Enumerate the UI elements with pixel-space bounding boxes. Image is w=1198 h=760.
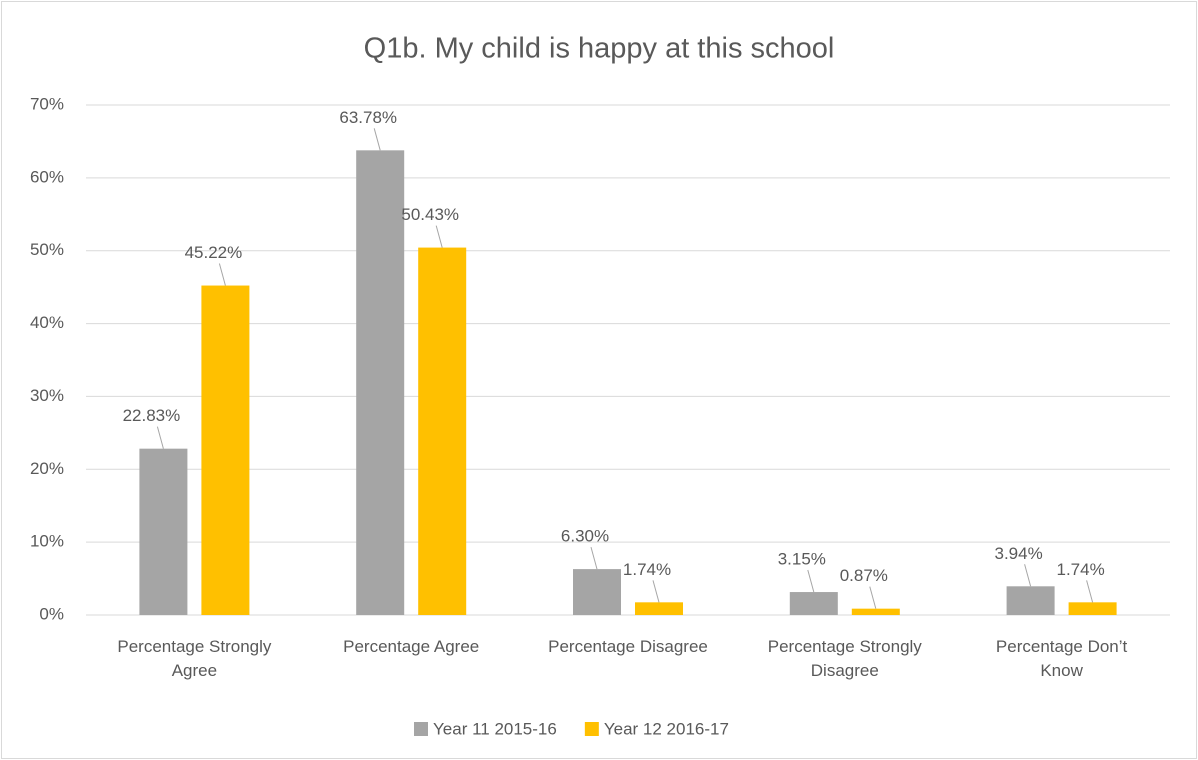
y-tick-label: 70% bbox=[30, 94, 64, 113]
bar bbox=[201, 285, 250, 615]
chart-title: Q1b. My child is happy at this school bbox=[364, 33, 835, 65]
data-label: 50.43% bbox=[401, 205, 459, 224]
data-label: 3.94% bbox=[994, 544, 1042, 563]
bar bbox=[1068, 602, 1117, 615]
data-label: 45.22% bbox=[185, 243, 243, 262]
y-tick-label: 30% bbox=[30, 386, 64, 405]
leader-line bbox=[1024, 564, 1032, 587]
y-tick-label: 20% bbox=[30, 459, 64, 478]
legend-swatch bbox=[584, 722, 599, 736]
y-tick-label: 60% bbox=[30, 167, 64, 186]
bar bbox=[573, 569, 621, 615]
data-label: 22.83% bbox=[123, 406, 181, 425]
y-tick-label: 50% bbox=[30, 240, 64, 259]
data-label: 3.15% bbox=[778, 550, 826, 569]
bar bbox=[1006, 586, 1055, 615]
bar bbox=[139, 448, 188, 615]
leader-line bbox=[807, 569, 815, 593]
bar bbox=[789, 592, 838, 615]
leader-line bbox=[218, 263, 226, 286]
bar bbox=[635, 602, 683, 615]
bar bbox=[356, 150, 405, 615]
leader-line bbox=[156, 426, 164, 449]
y-tick-label: 40% bbox=[30, 313, 64, 332]
data-label: 6.30% bbox=[561, 527, 609, 546]
leader-line bbox=[1086, 580, 1094, 603]
data-label: 1.74% bbox=[623, 560, 671, 579]
leader-line bbox=[435, 225, 443, 248]
leader-line bbox=[652, 580, 660, 603]
leader-line bbox=[590, 546, 598, 570]
x-tick-label: Percentage Strongly Agree bbox=[117, 637, 272, 680]
bar bbox=[851, 608, 900, 615]
x-tick-label: Percentage Don’t Know bbox=[995, 637, 1128, 680]
y-tick-label: 10% bbox=[30, 532, 64, 551]
leader-line bbox=[373, 128, 381, 151]
x-tick-label: Percentage Agree bbox=[343, 637, 480, 656]
x-tick-label: Percentage Strongly Disagree bbox=[767, 637, 922, 680]
data-label: 1.74% bbox=[1056, 560, 1104, 579]
data-label: 63.78% bbox=[339, 108, 397, 127]
legend-label: Year 11 2015-16 bbox=[433, 719, 557, 738]
legend-label: Year 12 2016-17 bbox=[604, 719, 729, 738]
legend-swatch bbox=[414, 722, 428, 736]
x-tick-label: Percentage Disagree bbox=[548, 637, 708, 656]
leader-line bbox=[869, 586, 877, 609]
data-label: 0.87% bbox=[840, 566, 888, 585]
bar bbox=[418, 247, 467, 615]
y-tick-label: 0% bbox=[39, 604, 64, 623]
